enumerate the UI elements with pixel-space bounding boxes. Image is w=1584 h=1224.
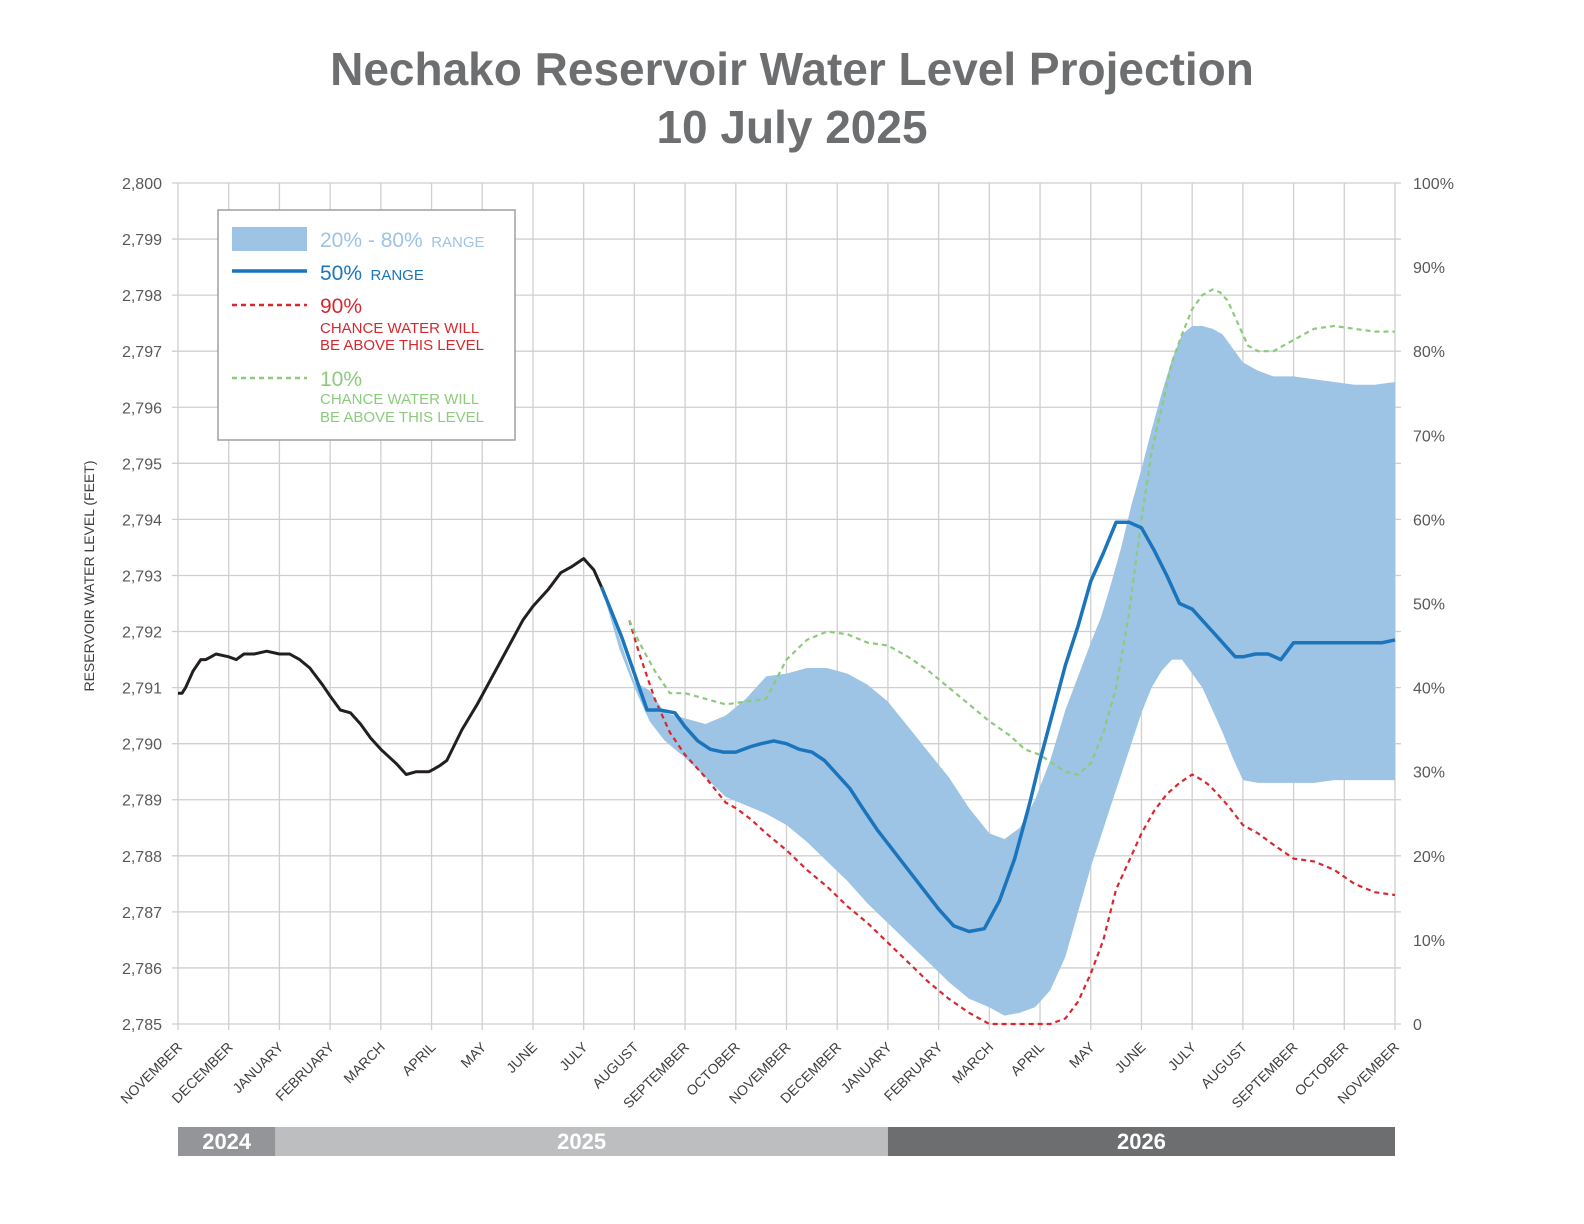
x-tick-label: AUGUST [589, 1038, 642, 1091]
legend-median-suffix: RANGE [370, 267, 423, 284]
x-tick-label: JUNE [1111, 1039, 1148, 1076]
legend-p90-line1: CHANCE WATER WILL [320, 320, 479, 337]
y2-tick-label: 60% [1413, 512, 1445, 529]
legend-band-swatch [232, 227, 307, 251]
chart-title-line1: Nechako Reservoir Water Level Projection [330, 43, 1254, 95]
legend-band-label: 20% - 80% [320, 229, 423, 252]
y-tick-label: 2,785 [122, 1017, 162, 1034]
x-tick-label: APRIL [1007, 1039, 1047, 1079]
y-tick-label: 2,786 [122, 961, 162, 978]
y-tick-label: 2,788 [122, 849, 162, 866]
year-label-2024: 2024 [202, 1129, 252, 1154]
x-tick-label: JULY [556, 1038, 591, 1073]
year-label-2026: 2026 [1117, 1129, 1166, 1154]
x-tick-label: JULY [1164, 1038, 1199, 1073]
y-tick-label: 2,796 [122, 400, 162, 417]
y2-tick-label: 10% [1413, 933, 1445, 950]
y-tick-label: 2,787 [122, 905, 162, 922]
y-tick-label: 2,799 [122, 232, 162, 249]
legend-p90-label: 90% [320, 295, 362, 318]
legend: 20% - 80% RANGE 50% RANGE 90% CHANCE WAT… [217, 209, 516, 441]
legend-p90-line2: BE ABOVE THIS LEVEL [320, 337, 484, 354]
y-tick-label: 2,798 [122, 288, 162, 305]
y-tick-label: 2,800 [122, 176, 162, 193]
y-tick-label: 2,791 [122, 681, 162, 698]
y-tick-label: 2,793 [122, 568, 162, 585]
chart-title-line2: 10 July 2025 [656, 101, 928, 153]
year-label-2025: 2025 [557, 1129, 606, 1154]
y2-tick-label: 20% [1413, 849, 1445, 866]
y2-tick-label: 70% [1413, 428, 1445, 445]
chart-title: Nechako Reservoir Water Level Projection… [0, 40, 1584, 156]
x-tick-label: JUNE [503, 1039, 540, 1076]
y2-tick-label: 90% [1413, 260, 1445, 277]
legend-median-label: 50% [320, 262, 362, 285]
lines-layer [178, 288, 1396, 1026]
legend-band-suffix: RANGE [431, 234, 484, 251]
legend-p10-line2: BE ABOVE THIS LEVEL [320, 409, 484, 426]
x-tick-label: MARCH [949, 1039, 997, 1087]
svg-text:20% - 80% RANGE: 20% - 80% RANGE [320, 229, 485, 252]
y2-tick-label: 80% [1413, 344, 1445, 361]
svg-text:50% RANGE: 50% RANGE [320, 262, 424, 285]
y-tick-label: 2,795 [122, 456, 162, 473]
year-bar: 2024 2025 2026 [178, 1127, 1395, 1156]
x-tick-label: MARCH [340, 1039, 388, 1087]
y-tick-label: 2,797 [122, 344, 162, 361]
y2-tick-label: 0 [1413, 1017, 1422, 1034]
x-tick-label: APRIL [399, 1039, 439, 1079]
band-20-80 [601, 326, 1395, 1016]
line-90-percent [628, 619, 1396, 1026]
y2-tick-label: 50% [1413, 597, 1445, 614]
x-tick-label: MAY [457, 1038, 489, 1070]
legend-p10-label: 10% [320, 368, 362, 391]
year-segment-2024 [178, 1127, 276, 1156]
y2-tick-label: 30% [1413, 765, 1445, 782]
line-10-percent [628, 288, 1395, 776]
y-tick-label: 2,789 [122, 793, 162, 810]
y2-tick-label: 40% [1413, 681, 1445, 698]
x-tick-label: MAY [1066, 1038, 1098, 1070]
legend-p10-line1: CHANCE WATER WILL [320, 391, 479, 408]
y2-tick-label: 100% [1413, 176, 1454, 193]
line-observed [178, 557, 603, 776]
y-axis-label: RESERVOIR WATER LEVEL (FEET) [81, 460, 97, 691]
year-segment-2026 [887, 1127, 1395, 1156]
y-tick-label: 2,790 [122, 737, 162, 754]
y-tick-label: 2,794 [122, 512, 162, 529]
line-50-percent [599, 520, 1396, 934]
year-segment-2025 [275, 1127, 888, 1156]
band-layer [601, 326, 1395, 1016]
y-tick-label: 2,792 [122, 625, 162, 642]
x-tick-label: AUGUST [1197, 1038, 1250, 1091]
